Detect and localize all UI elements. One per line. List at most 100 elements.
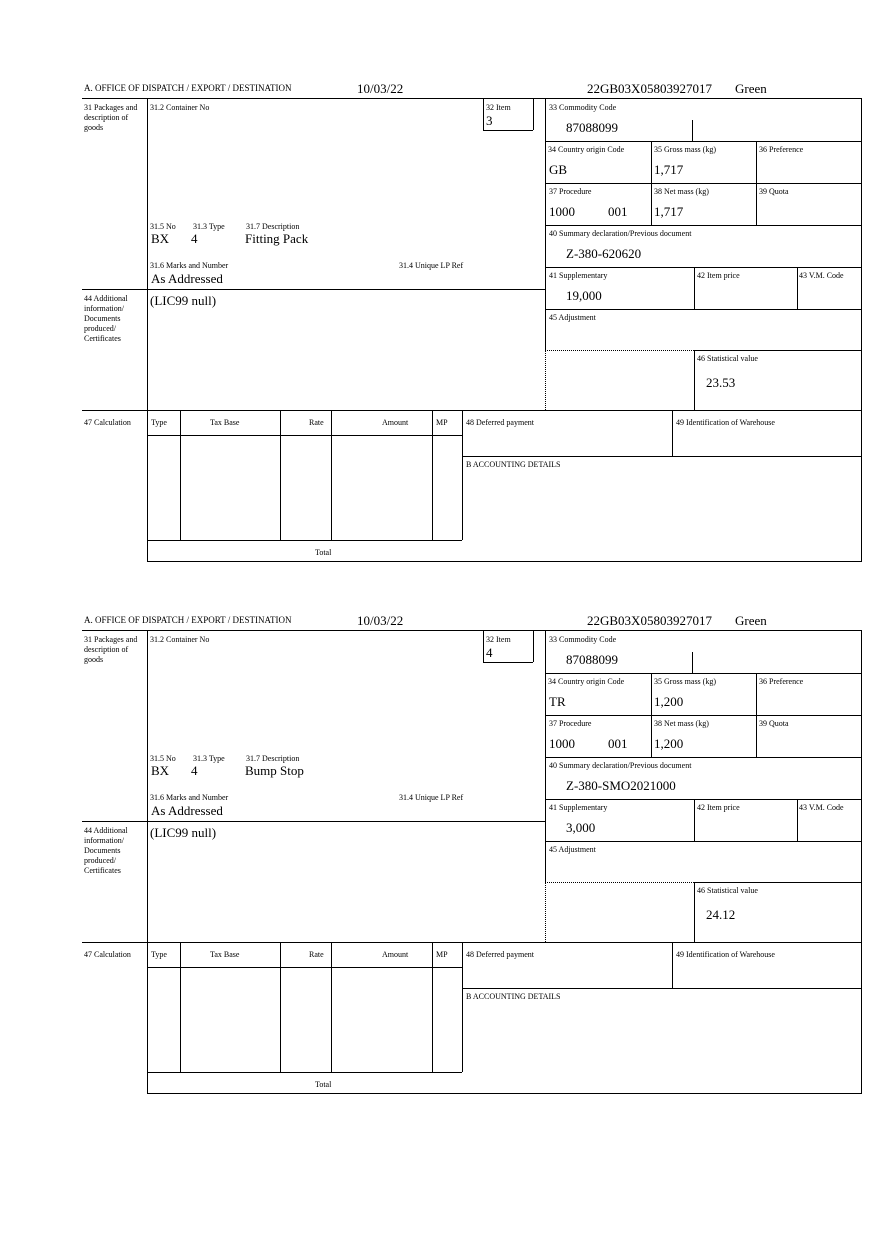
preference-label: 36 Preference — [759, 145, 804, 154]
item-number: 3 — [486, 113, 493, 128]
unique-ref-label: 31.4 Unique LP Ref — [399, 261, 464, 270]
container-no-label: 31.2 Container No — [150, 103, 210, 112]
package-no-label: 31.5 No — [150, 222, 176, 231]
procedure-label: 37 Procedure — [549, 187, 592, 196]
item-price-label: 42 Item price — [697, 271, 740, 280]
commodity-code-value: 87088099 — [566, 120, 618, 135]
route-status: Green — [735, 81, 767, 96]
commodity-code-label: 33 Commodity Code — [549, 103, 617, 112]
calculation-label: 47 Calculation — [84, 418, 131, 427]
net-mass-value: 1,717 — [654, 204, 684, 219]
accounting-details-label: B ACCOUNTING DETAILS — [466, 992, 561, 1001]
gross-mass-label: 35 Gross mass (kg) — [654, 677, 716, 686]
calc-tax-base-header: Tax Base — [210, 950, 240, 959]
accounting-details-label: B ACCOUNTING DETAILS — [466, 460, 561, 469]
calc-rate-header: Rate — [309, 950, 324, 959]
item-number: 4 — [486, 645, 493, 660]
vm-code-label: 43 V.M. Code — [799, 271, 844, 280]
summary-decl-label: 40 Summary declaration/Previous document — [549, 761, 692, 770]
calculation-label: 47 Calculation — [84, 950, 131, 959]
country-origin-value: GB — [549, 162, 568, 177]
net-mass-label: 38 Net mass (kg) — [654, 719, 709, 728]
additional-info-value: (LIC99 null) — [150, 293, 217, 308]
gross-mass-value: 1,717 — [654, 162, 684, 177]
warehouse-label: 49 Identification of Warehouse — [676, 418, 775, 427]
additional-info-label: 44 Additional information/ Documents pro… — [84, 826, 128, 875]
marks-label: 31.6 Marks and Number — [150, 261, 229, 270]
quota-label: 39 Quota — [759, 187, 789, 196]
calc-total-label: Total — [315, 548, 332, 557]
calc-tax-base-header: Tax Base — [210, 418, 240, 427]
declaration-item-form: A. OFFICE OF DISPATCH / EXPORT / DESTINA… — [0, 0, 882, 562]
procedure-value: 1000 — [549, 204, 575, 219]
procedure-value: 1000 — [549, 736, 575, 751]
statistical-value: 23.53 — [706, 375, 736, 390]
additional-info-label: 44 Additional information/ Documents pro… — [84, 294, 128, 343]
warehouse-label: 49 Identification of Warehouse — [676, 950, 775, 959]
office-heading: A. OFFICE OF DISPATCH / EXPORT / DESTINA… — [84, 83, 292, 93]
supplementary-value: 3,000 — [566, 820, 596, 835]
gross-mass-label: 35 Gross mass (kg) — [654, 145, 716, 154]
adjustment-label: 45 Adjustment — [549, 845, 596, 854]
summary-decl-value: Z-380-SMO2021000 — [566, 778, 676, 793]
package-count: 4 — [191, 231, 198, 246]
statistical-value-label: 46 Statistical value — [697, 354, 758, 363]
calc-type-header: Type — [151, 418, 167, 427]
calc-total-label: Total — [315, 1080, 332, 1089]
preference-label: 36 Preference — [759, 677, 804, 686]
route-status: Green — [735, 613, 767, 628]
supplementary-label: 41 Supplementary — [549, 803, 608, 812]
item-label: 32 Item — [486, 103, 511, 112]
description-label: 31.7 Description — [246, 222, 300, 231]
statistical-value: 24.12 — [706, 907, 736, 922]
package-type-label: 31.3 Type — [193, 222, 225, 231]
statistical-value-label: 46 Statistical value — [697, 886, 758, 895]
package-kind: BX — [151, 763, 170, 778]
commodity-code-label: 33 Commodity Code — [549, 635, 617, 644]
summary-decl-value: Z-380-620620 — [566, 246, 642, 261]
additional-info-value: (LIC99 null) — [150, 825, 217, 840]
vm-code-label: 43 V.M. Code — [799, 803, 844, 812]
deferred-payment-label: 48 Deferred payment — [466, 418, 534, 427]
package-type-label: 31.3 Type — [193, 754, 225, 763]
description-label: 31.7 Description — [246, 754, 300, 763]
procedure-label: 37 Procedure — [549, 719, 592, 728]
gross-mass-value: 1,200 — [654, 694, 684, 709]
packages-label: 31 Packages and description of goods — [84, 103, 138, 132]
supplementary-value: 19,000 — [566, 288, 602, 303]
country-origin-value: TR — [549, 694, 566, 709]
commodity-code-value: 87088099 — [566, 652, 618, 667]
calc-rate-header: Rate — [309, 418, 324, 427]
goods-description: Bump Stop — [245, 763, 304, 778]
marks-label: 31.6 Marks and Number — [150, 793, 229, 802]
packages-label: 31 Packages and description of goods — [84, 635, 138, 664]
declaration-date: 10/03/22 — [357, 81, 404, 96]
item-label: 32 Item — [486, 635, 511, 644]
item-price-label: 42 Item price — [697, 803, 740, 812]
calc-mp-header: MP — [436, 950, 448, 959]
calc-amount-header: Amount — [382, 418, 409, 427]
declaration-item-form: A. OFFICE OF DISPATCH / EXPORT / DESTINA… — [0, 532, 882, 1094]
country-origin-label: 34 Country origin Code — [548, 145, 625, 154]
declaration-reference: 22GB03X05803927017 — [587, 81, 712, 96]
marks-value: As Addressed — [151, 271, 223, 286]
summary-decl-label: 40 Summary declaration/Previous document — [549, 229, 692, 238]
deferred-payment-label: 48 Deferred payment — [466, 950, 534, 959]
quota-label: 39 Quota — [759, 719, 789, 728]
calc-amount-header: Amount — [382, 950, 409, 959]
net-mass-value: 1,200 — [654, 736, 684, 751]
country-origin-label: 34 Country origin Code — [548, 677, 625, 686]
goods-description: Fitting Pack — [245, 231, 309, 246]
calc-type-header: Type — [151, 950, 167, 959]
supplementary-label: 41 Supplementary — [549, 271, 608, 280]
package-count: 4 — [191, 763, 198, 778]
package-no-label: 31.5 No — [150, 754, 176, 763]
procedure-extra-value: 001 — [608, 204, 628, 219]
declaration-reference: 22GB03X05803927017 — [587, 613, 712, 628]
calc-mp-header: MP — [436, 418, 448, 427]
adjustment-label: 45 Adjustment — [549, 313, 596, 322]
net-mass-label: 38 Net mass (kg) — [654, 187, 709, 196]
procedure-extra-value: 001 — [608, 736, 628, 751]
package-kind: BX — [151, 231, 170, 246]
